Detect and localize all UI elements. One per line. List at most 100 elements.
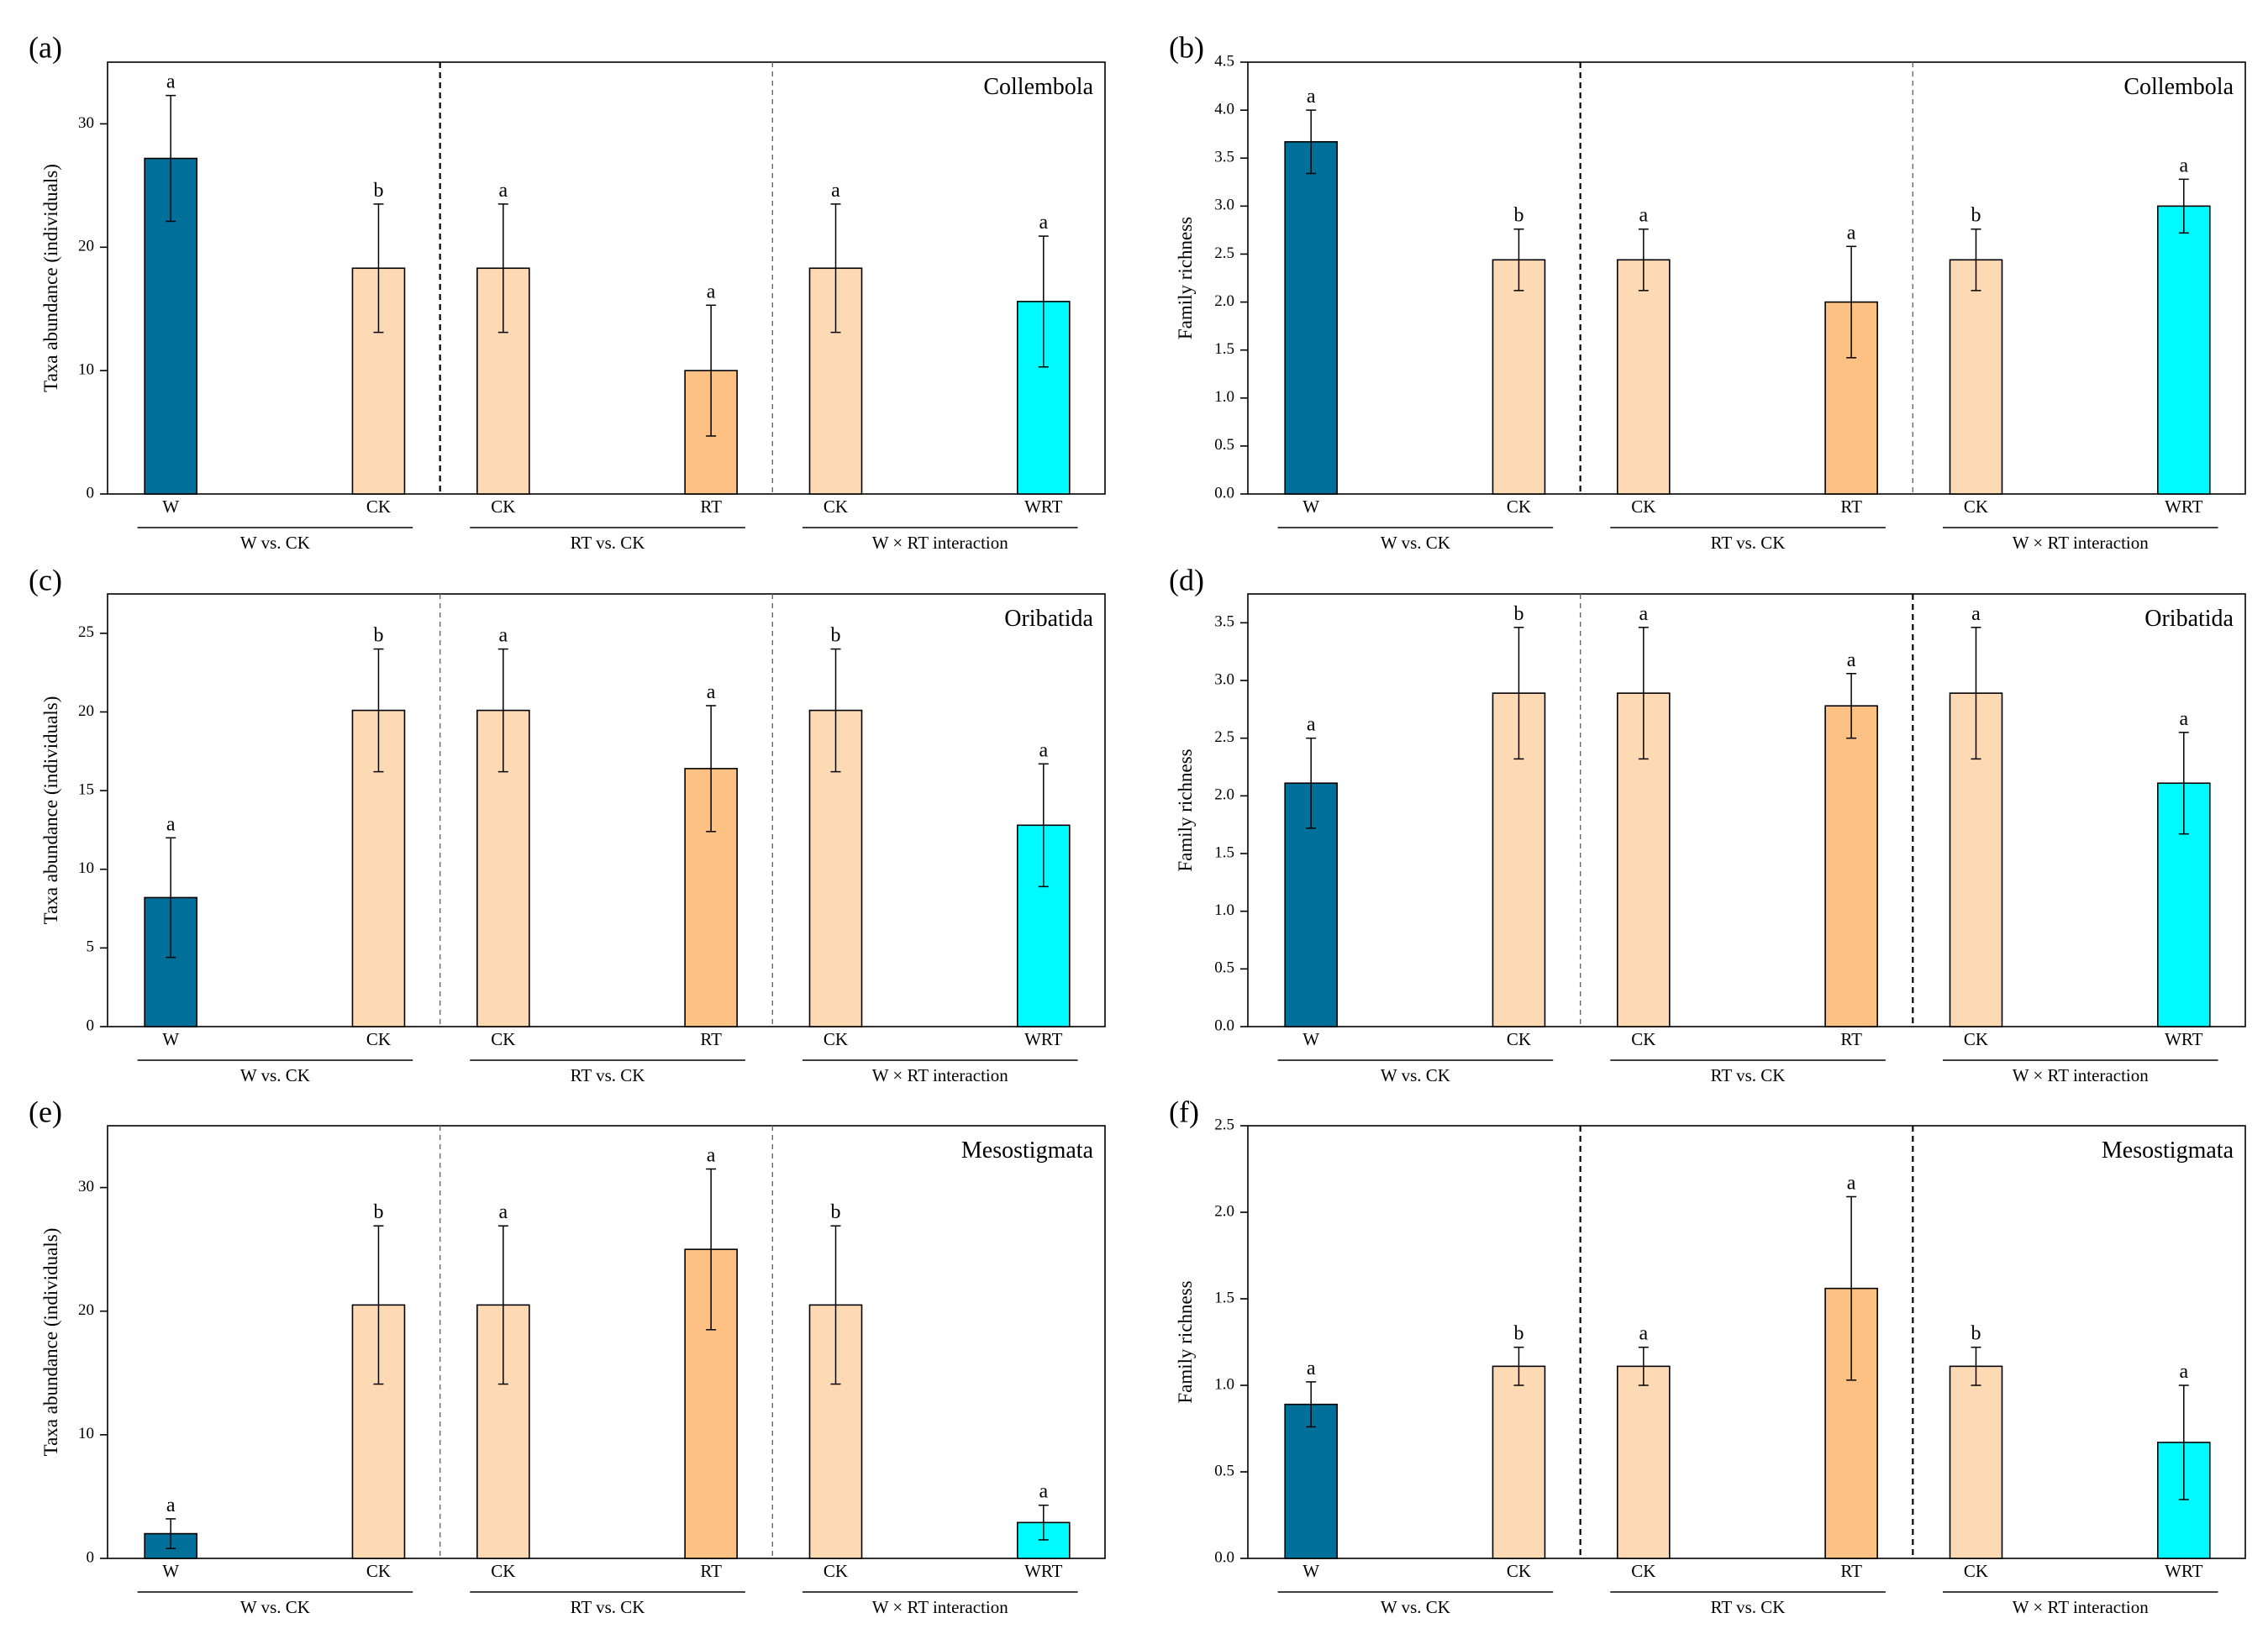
category-label: CK [1507,497,1531,517]
group-label: W × RT interaction [872,1065,1009,1085]
panel-label: (f) [1169,1095,1199,1128]
y-tick-label: 0.5 [1214,1462,1234,1479]
y-tick-label: 3.5 [1214,149,1234,166]
y-tick-label: 4.0 [1214,100,1234,118]
bar-ck [1492,1365,1546,1559]
category-label: W [1302,497,1319,517]
significance-letter: b [373,180,383,202]
significance-letter: b [1513,205,1523,227]
y-tick-label: 0 [87,484,95,502]
category-label: WRT [1024,1561,1063,1581]
category-label: WRT [2165,1029,2203,1049]
panel-d: (d) 0.0 0.5 1.0 1.5 2.0 2.5 3.0 3.5 Family richne… [1169,563,2246,1085]
category-label: CK [491,497,515,517]
significance-letter: a [1039,212,1048,234]
y-tick-label: 2.5 [1214,244,1234,262]
y-tick-label: 10 [78,859,94,877]
significance-letter: b [1971,205,1981,227]
category-label: CK [491,1561,515,1581]
category-label: WRT [1024,1029,1063,1049]
taxon-title: Collembola [983,74,1093,100]
significance-letter: a [1307,86,1316,108]
category-label: CK [824,1029,848,1049]
significance-letter: a [1847,1172,1856,1194]
significance-letter: a [1639,205,1649,227]
y-tick-label: 1.5 [1214,340,1234,358]
bar-ck [1949,1365,2003,1559]
y-tick-label: 2.5 [1214,1116,1234,1133]
significance-letter: a [707,1145,716,1167]
category-label: W [1302,1029,1319,1049]
y-tick-label: 2.0 [1214,292,1234,310]
significance-letter: b [373,625,383,647]
category-label: CK [1964,497,1988,517]
category-label: W [162,1561,179,1581]
significance-letter: a [166,813,176,835]
y-tick-label: 30 [78,1178,94,1195]
category-label: CK [1631,497,1655,517]
bar-w [1284,1403,1338,1559]
y-tick-label: 0 [87,1548,95,1566]
group-label: RT vs. CK [571,533,645,553]
category-label: WRT [1024,497,1063,517]
category-label: CK [366,1029,391,1049]
significance-letter: b [1513,603,1523,625]
group-label: W × RT interaction [872,533,1009,553]
significance-letter: b [831,1201,841,1223]
category-label: CK [1964,1029,1988,1049]
y-axis-label: Family richness [1175,217,1196,339]
category-label: WRT [2165,497,2203,517]
y-tick-label: 10 [78,1425,94,1442]
significance-letter: a [707,681,716,703]
y-tick-label: 20 [78,238,94,255]
significance-letter: a [1639,603,1649,625]
group-label: W × RT interaction [872,1597,1009,1617]
y-tick-label: 1.0 [1214,1375,1234,1393]
y-tick-label: 20 [78,1301,94,1319]
taxon-title: Mesostigmata [2102,1137,2234,1164]
y-tick-label: 5 [87,938,95,956]
taxon-title: Oribatida [2144,606,2234,632]
group-label: RT vs. CK [571,1065,645,1085]
plot-frame [107,61,1106,495]
y-tick-label: 0.0 [1214,484,1234,502]
panel-c: (c) 0 5 10 15 20 25 Taxa abundance (individuals… [29,563,1106,1085]
significance-letter: a [166,71,176,93]
significance-letter: a [499,180,508,202]
category-label: CK [1631,1029,1655,1049]
category-label: RT [1840,1029,1862,1049]
group-label: RT vs. CK [1711,533,1786,553]
bar-wrt [2157,205,2211,495]
y-tick-label: 15 [78,780,94,798]
y-tick-label: 2.0 [1214,1202,1234,1220]
bar-ck [1617,259,1671,495]
category-label: CK [1964,1561,1988,1581]
y-tick-label: 1.0 [1214,388,1234,406]
group-label: W vs. CK [1381,1065,1450,1085]
panel-b: (b) 0.0 0.5 1.0 1.5 2.0 2.5 3.0 3.5 4.0 4.5 Family … [1169,30,2246,553]
group-label: W vs. CK [1381,533,1450,553]
y-tick-label: 1.0 [1214,901,1234,919]
significance-letter: a [166,1495,176,1516]
plot-frame [1247,61,2246,495]
y-tick-label: 2.0 [1214,786,1234,804]
panel-f: (f) 0.0 0.5 1.0 1.5 2.0 2.5 Family richness Meso… [1169,1095,2246,1617]
group-label: W vs. CK [240,1597,310,1617]
significance-letter: a [1307,714,1316,736]
significance-letter: a [1847,222,1856,244]
significance-letter: a [1039,739,1048,761]
plot-frame [1247,593,2246,1027]
group-label: W × RT interaction [2013,533,2150,553]
group-label: RT vs. CK [1711,1597,1786,1617]
panel-label: (c) [29,563,62,596]
significance-letter: a [2179,1361,2188,1383]
panel-label: (d) [1169,563,1204,596]
y-tick-label: 10 [78,361,94,379]
y-tick-label: 2.5 [1214,728,1234,746]
y-tick-label: 4.5 [1214,52,1234,70]
category-label: CK [1631,1561,1655,1581]
significance-letter: b [1971,1323,1981,1345]
y-axis-label: Taxa abundance (individuals) [40,164,61,392]
significance-letter: a [1639,1323,1649,1345]
